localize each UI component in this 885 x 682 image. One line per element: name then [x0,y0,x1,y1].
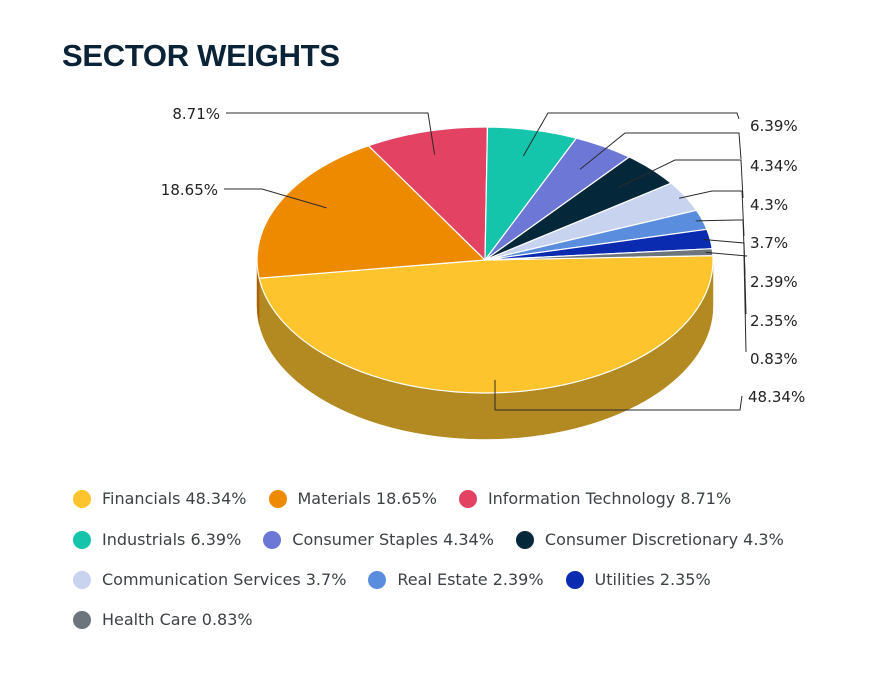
legend-label-health-care: Health Care 0.83% [102,610,253,629]
legend-label-real-estate: Real Estate 2.39% [397,570,544,589]
leader-line-industrials [522,112,740,157]
legend-swatch-materials [268,489,287,508]
chart-title: SECTOR WEIGHTS [62,38,340,73]
legend-item-communication-services[interactable]: Communication Services 3.7% [73,570,346,589]
legend-swatch-information-technology [458,489,477,508]
leader-line-communication-services [679,190,745,237]
leader-line-financials [494,379,743,411]
data-labels: 48.34% 18.65% 8.71% 6.39% 4.34% 4.3% 3.7% 2.39%… [161,105,805,406]
legend-label-consumer-discretionary: Consumer Discretionary 4.3% [544,530,784,549]
legend-item-consumer-staples[interactable]: Consumer Staples 4.34% [263,530,494,549]
leader-line-consumer-discretionary [618,159,744,199]
data-label-utilities: 2.35% [750,312,798,330]
legend-swatch-health-care [73,610,91,629]
legend-label-information-technology: Information Technology 8.71% [487,489,732,508]
legend-swatch-real-estate [368,570,387,589]
legend-item-utilities[interactable]: Utilities 2.35% [565,570,711,589]
data-label-communication-services: 3.7% [750,234,788,252]
legend-swatch-communication-services [73,570,91,589]
data-label-real-estate: 2.39% [750,273,798,291]
data-label-consumer-discretionary: 4.3% [750,196,788,214]
data-label-industrials: 6.39% [750,117,798,135]
pie-top [256,126,714,394]
legend-swatch-consumer-staples [263,530,282,549]
leader-line-utilities [703,239,747,315]
data-label-materials: 18.65% [161,181,218,199]
legend-item-health-care[interactable]: Health Care 0.83% [73,610,253,629]
leader-line-information-technology [226,112,436,155]
data-label-information-technology: 8.71% [172,105,220,123]
data-label-financials: 48.34% [748,388,805,406]
pie-slice-information-technology[interactable] [367,126,489,261]
legend-label-industrials: Industrials 6.39% [102,530,242,549]
data-label-consumer-staples: 4.34% [750,157,798,175]
pie-slice-financials[interactable] [258,254,714,394]
legend-swatch-utilities [565,570,584,589]
legend-label-consumer-staples: Consumer Staples 4.34% [292,530,494,549]
legend-swatch-financials [73,489,91,508]
legend-label-communication-services: Communication Services 3.7% [102,570,347,589]
legend-label-materials: Materials 18.65% [297,489,437,508]
legend-label-financials: Financials 48.34% [102,489,247,508]
leader-line-materials [224,188,327,209]
legend-item-financials[interactable]: Financials 48.34% [73,489,247,508]
leader-lines [224,112,748,411]
legend-item-information-technology[interactable]: Information Technology 8.71% [458,489,732,508]
legend-swatch-consumer-discretionary [515,530,534,549]
leader-line-health-care [705,251,748,353]
legend-item-industrials[interactable]: Industrials 6.39% [73,530,241,549]
pie-slice-materials[interactable] [256,145,486,279]
legend-item-consumer-discretionary[interactable]: Consumer Discretionary 4.3% [515,530,784,549]
pie-slice-health-care[interactable] [484,248,714,261]
leader-line-consumer-staples [579,132,742,170]
legend-item-materials[interactable]: Materials 18.65% [268,489,437,508]
legend-swatch-industrials [73,530,91,549]
legend-label-utilities: Utilities 2.35% [594,570,711,589]
legend-item-real-estate[interactable]: Real Estate 2.39% [368,570,544,589]
data-label-health-care: 0.83% [750,350,798,368]
